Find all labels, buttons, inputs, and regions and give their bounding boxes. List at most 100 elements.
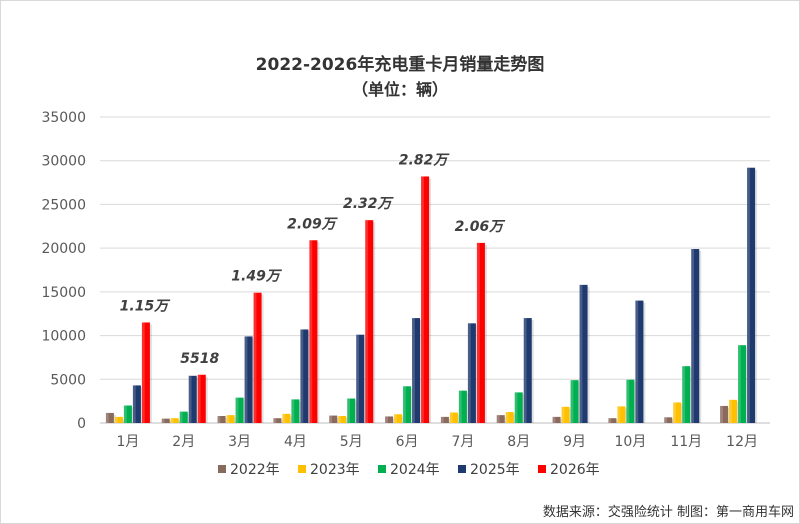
data-label: 2.32万 <box>343 196 395 212</box>
bar-2026年 <box>141 322 150 423</box>
bar-highlight <box>496 415 500 423</box>
bar-2026年 <box>421 176 430 423</box>
bar-2024年 <box>179 411 188 423</box>
bar-highlight <box>338 416 342 423</box>
bar-highlight <box>523 318 527 423</box>
bar-2022年 <box>385 416 394 423</box>
bar-2024年 <box>347 398 356 423</box>
bar-2025年 <box>188 375 197 423</box>
y-tick-label: 10000 <box>41 329 86 345</box>
bar-2024年 <box>403 386 412 423</box>
bar-2025年 <box>132 385 141 423</box>
bar-highlight <box>253 292 257 423</box>
bar-highlight <box>385 416 388 423</box>
legend-swatch <box>378 465 386 473</box>
chart-subtitle: （单位：辆） <box>351 80 448 99</box>
bar-highlight <box>738 345 741 423</box>
bar-highlight <box>291 399 295 423</box>
bar-2024年 <box>458 390 467 423</box>
legend-label: 2023年 <box>310 462 360 478</box>
bar-highlight <box>579 284 583 423</box>
bar-2022年 <box>552 416 561 423</box>
x-tick-label: 2月 <box>172 434 195 450</box>
x-tick-label: 7月 <box>451 434 474 450</box>
bar-2022年 <box>329 415 338 423</box>
y-tick-label: 5000 <box>50 372 86 388</box>
bar-2022年 <box>720 405 729 423</box>
bar-highlight <box>235 397 239 423</box>
bar-highlight <box>635 300 639 423</box>
bar-2023年 <box>114 416 123 423</box>
bar-2025年 <box>523 318 532 423</box>
x-tick-label: 6月 <box>396 434 419 450</box>
bar-2022年 <box>496 415 505 423</box>
bar-highlight <box>394 414 397 423</box>
bar-highlight <box>105 412 109 423</box>
bar-highlight <box>114 416 118 423</box>
bar-highlight <box>514 392 518 423</box>
bar-highlight <box>132 385 136 423</box>
bar-2023年 <box>394 414 403 423</box>
bar-2024年 <box>514 392 523 423</box>
bar-highlight <box>403 386 406 423</box>
bar-highlight <box>244 336 248 423</box>
legend-label: 2026年 <box>550 462 600 478</box>
x-tick-label: 9月 <box>563 434 586 450</box>
data-label: 5518 <box>180 351 219 367</box>
bar-2026年 <box>365 220 374 423</box>
bar-2022年 <box>608 418 617 423</box>
bar-2024年 <box>235 397 244 423</box>
bar-highlight <box>217 416 221 423</box>
bar-highlight <box>226 415 230 423</box>
x-tick-label: 10月 <box>615 434 647 450</box>
x-tick-label: 12月 <box>726 434 758 450</box>
bar-2026年 <box>253 292 262 423</box>
x-tick-label: 4月 <box>284 434 307 450</box>
x-tick-label: 11月 <box>670 434 702 450</box>
bar-highlight <box>273 418 277 423</box>
bar-highlight <box>552 416 556 423</box>
x-tick-label: 8月 <box>507 434 530 450</box>
bar-highlight <box>729 399 732 423</box>
bar-highlight <box>123 405 127 423</box>
bar-2024年 <box>626 379 635 423</box>
legend-swatch <box>458 465 466 473</box>
bar-2022年 <box>105 412 114 423</box>
bar-highlight <box>747 167 750 423</box>
bar-2024年 <box>570 380 579 423</box>
bar-2025年 <box>579 284 588 423</box>
bar-highlight <box>141 322 145 423</box>
bar-highlight <box>170 418 174 423</box>
data-label: 2.06万 <box>455 219 507 235</box>
bar-2022年 <box>273 418 282 423</box>
bar-2023年 <box>505 412 514 423</box>
bar-highlight <box>673 402 677 423</box>
bar-2023年 <box>449 412 458 423</box>
bar-2023年 <box>561 406 570 423</box>
bar-highlight <box>421 176 424 423</box>
bar-2023年 <box>673 402 682 423</box>
bar-2023年 <box>617 406 626 423</box>
bar-2022年 <box>217 416 226 423</box>
x-tick-label: 1月 <box>116 434 139 450</box>
bar-highlight <box>347 398 351 423</box>
y-tick-label: 20000 <box>41 241 86 257</box>
bar-highlight <box>608 418 612 423</box>
legend-swatch <box>298 465 306 473</box>
bar-2026年 <box>476 242 485 423</box>
bar-2023年 <box>338 416 347 423</box>
source-note: 数据来源：交强险统计 制图：第一商用车网 <box>542 505 794 520</box>
chart-title: 2022-2026年充电重卡月销量走势图 <box>255 55 545 75</box>
data-label: 2.09万 <box>287 216 339 232</box>
bar-2022年 <box>664 417 673 423</box>
y-tick-label: 30000 <box>41 154 86 170</box>
bar-highlight <box>467 323 471 423</box>
x-tick-label: 3月 <box>228 434 251 450</box>
bar-highlight <box>664 417 668 423</box>
bar-highlight <box>561 406 565 423</box>
bar-highlight <box>188 375 192 423</box>
bar-highlight <box>282 413 286 423</box>
bar-2022年 <box>440 416 449 423</box>
